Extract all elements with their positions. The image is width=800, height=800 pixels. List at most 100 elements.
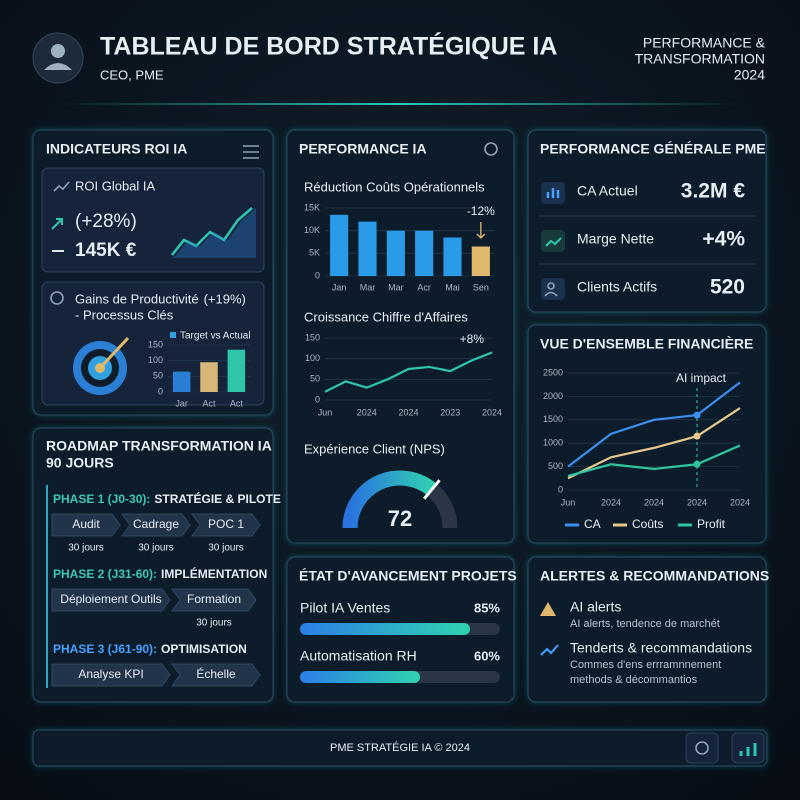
phase-header: PHASE 1 (J0-30): STRATÉGIE & PILOTE [53,491,281,506]
x-tick-label: 2024 [482,407,502,417]
gear-icon [50,291,64,305]
legend-label: Target vs Actual [180,331,251,342]
kpi-value: 145K € [75,240,137,261]
panel-title: VUE D'ENSEMBLE FINANCIÈRE [540,336,753,352]
y-tick-label: 50 [153,371,163,381]
project-name: Pilot IA Ventes [300,600,390,616]
x-tick-label: 2024 [398,407,418,417]
filter-icon [243,145,259,159]
kpi-growth: (+19%) [204,291,246,306]
settings-button[interactable] [685,732,719,764]
panel-title: ÉTAT D'AVANCEMENT PROJETS [299,568,517,584]
x-tick-label: 2024 [687,497,707,507]
project-value: 60% [474,648,500,663]
footer-bar [32,729,768,767]
alert-text: AI alerts, tendence de marchét [570,618,720,630]
line [567,444,741,478]
step-label: Cadrage [133,517,179,531]
bar [200,362,218,392]
step [171,588,257,612]
chart-title: Expérience Client (NPS) [304,441,445,456]
phase-label: PHASE 2 (J31-60): [53,567,157,581]
up-arrow-icon [51,218,63,230]
phase-label: PHASE 1 (J0-30): [53,492,150,506]
clients-person [547,282,555,290]
phase-label: PHASE 3 (J61-90): [53,642,157,656]
x-tick-label: Jan [332,282,347,292]
y-tick-label: 150 [148,339,163,349]
y-tick-label: 10K [304,225,320,235]
x-tick-label: Act [202,398,216,408]
bar [415,230,434,276]
y-tick-label: 1500 [543,414,563,424]
header-divider [60,103,740,105]
alert-title: Tenderts & recommandations [570,640,752,656]
row-label: Marge Nette [577,231,654,247]
legend-label: Coûts [632,517,663,531]
row-value: 3.2M € [681,180,746,203]
kpi-label: ROI Global IA [75,178,156,193]
bar [330,214,349,276]
x-tick-label: Acr [417,282,431,292]
step [51,588,171,612]
bar [443,237,462,276]
x-tick-label: 2024 [357,407,377,417]
footer-text: PME STRATÉGIE IA © 2024 [330,741,470,754]
x-tick-label: Mai [445,282,460,292]
y-tick-label: 2500 [543,367,563,377]
tagline: 2024 [734,67,765,83]
step [51,663,171,687]
step-duration: 30 jours [208,543,244,554]
step [51,513,121,537]
panel-roadmap [32,427,274,703]
trend-icon [53,181,70,192]
panel-finance [527,324,767,544]
progress-bar [300,671,420,683]
y-tick-label: 150 [305,332,320,342]
phase-name: OPTIMISATION [161,642,247,656]
legend-swatch [170,332,176,338]
step-duration: 30 jours [68,543,104,554]
chart-title: Croissance Chiffre d'Affaires [304,309,468,324]
step [171,663,261,687]
row-label: Clients Actifs [577,279,657,295]
panel-title: ROADMAP TRANSFORMATION IA [46,438,272,454]
y-tick-label: 100 [305,353,320,363]
target-arrow [98,336,130,370]
point [693,432,701,440]
avatar-body [44,63,72,70]
progress-bar [300,623,470,635]
y-tick-label: 50 [310,374,320,384]
trend-alert-icon [540,644,559,656]
x-tick-label: Jun [561,497,576,507]
margin-icon [541,230,565,252]
point [693,460,701,468]
y-tick-label: 0 [315,270,320,280]
bar [227,349,246,392]
legend-label: Profit [697,517,726,531]
project-name: Automatisation RH [300,648,417,664]
phase-name: IMPLÉMENTATION [161,566,267,581]
panel-title: PERFORMANCE GÉNÉRALE PME [540,141,766,157]
step-label: Analyse KPI [78,667,143,681]
x-tick-label: Mar [360,282,376,292]
kpi-growth: (+28%) [75,211,137,232]
step-duration: 30 jours [138,543,174,554]
sparkline-fill [172,208,256,258]
settings-button-icon [695,741,709,755]
x-tick-label: Jar [175,398,188,408]
tagline: PERFORMANCE & [643,35,766,51]
gauge-label: 72 [388,506,412,531]
x-tick-label: 2023 [440,407,460,417]
point [693,411,701,419]
ca-bars [546,188,560,198]
annotation-arrow [476,222,486,239]
sparkline-decor [171,207,253,256]
panel-alerts [527,556,767,703]
bar [471,246,490,276]
margin-trend [545,237,562,247]
y-tick-label: 2000 [543,391,563,401]
line [567,381,741,468]
step-label: Formation [187,592,241,606]
